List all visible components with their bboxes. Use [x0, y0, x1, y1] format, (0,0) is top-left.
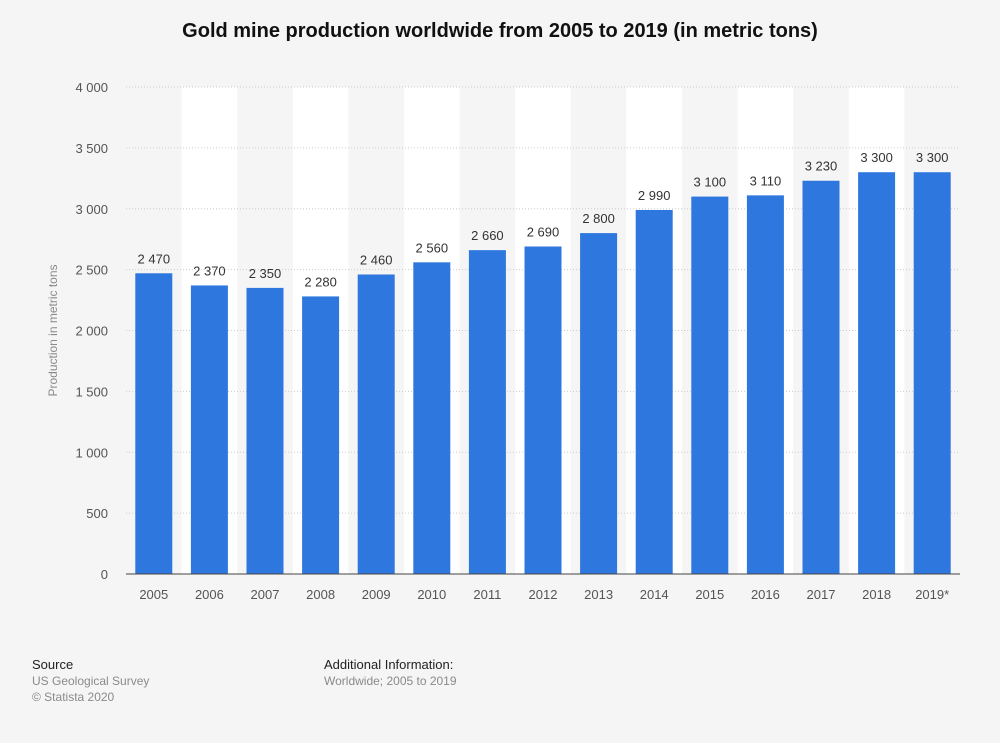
data-label: 3 230: [805, 159, 838, 174]
data-label: 2 690: [527, 224, 560, 239]
copyright: © Statista 2020: [32, 690, 115, 704]
data-label: 2 470: [138, 251, 171, 266]
data-label: 2 990: [638, 188, 671, 203]
bars: [135, 172, 951, 575]
source-name: US Geological Survey: [32, 674, 150, 688]
x-axis-ticks: 2005 2006 2007 2008 2009 2010 2011 2012 2013 2014…: [139, 587, 949, 602]
additional-info-heading: Additional Information:: [324, 657, 454, 672]
y-tick-label: 3 500: [75, 141, 108, 156]
data-label: 2 800: [582, 211, 615, 226]
x-tick-label: 2016: [751, 587, 780, 602]
x-tick-label: 2012: [529, 587, 558, 602]
y-tick-label: 2 000: [75, 324, 108, 339]
x-tick-label: 2005: [139, 587, 168, 602]
y-tick-label: 4 000: [75, 80, 108, 95]
x-tick-label: 2019*: [915, 587, 949, 602]
x-tick-label: 2015: [695, 587, 724, 602]
x-tick-label: 2007: [251, 587, 280, 602]
x-tick-label: 2008: [306, 587, 335, 602]
chart-title: Gold mine production worldwide from 2005…: [182, 20, 818, 42]
x-tick-label: 2013: [584, 587, 613, 602]
bar[interactable]: [357, 274, 395, 574]
y-tick-label: 500: [86, 506, 108, 521]
source-block: Source US Geological Survey © Statista 2…: [32, 657, 149, 705]
y-tick-label: 2 500: [75, 263, 108, 278]
data-label: 2 370: [193, 263, 226, 278]
y-tick-label: 1 000: [75, 445, 108, 460]
y-tick-label: 0: [101, 567, 108, 582]
data-label: 2 460: [360, 252, 393, 267]
bar[interactable]: [746, 195, 784, 575]
source-heading: Source: [32, 657, 74, 672]
bar[interactable]: [468, 250, 506, 574]
x-tick-label: 2010: [417, 587, 446, 602]
y-tick-label: 1 500: [75, 384, 108, 399]
data-label: 2 280: [304, 274, 337, 289]
bar-chart: 2 470 2 370 2 350 2 280 2 460 2 560 2 660 2 690…: [46, 80, 960, 602]
y-tick-label: 3 000: [75, 202, 108, 217]
data-label: 3 100: [694, 175, 727, 190]
bar[interactable]: [802, 180, 840, 574]
bar[interactable]: [524, 246, 562, 574]
data-label: 3 110: [750, 173, 782, 188]
bar[interactable]: [302, 296, 340, 574]
bar[interactable]: [135, 273, 173, 574]
data-label: 3 300: [916, 150, 949, 165]
data-label: 3 300: [860, 150, 893, 165]
x-tick-label: 2011: [473, 587, 501, 602]
bar[interactable]: [635, 209, 673, 574]
y-axis-label: Production in metric tons: [46, 264, 60, 396]
x-tick-label: 2014: [640, 587, 669, 602]
y-axis-ticks: 0 500 1 000 1 500 2 000 2 500 3 000 3 500 4 000: [75, 80, 108, 582]
data-label: 2 560: [416, 240, 449, 255]
bar[interactable]: [691, 196, 729, 574]
additional-info-block: Additional Information: Worldwide; 2005 …: [324, 657, 457, 689]
data-labels: 2 470 2 370 2 350 2 280 2 460 2 560 2 660 2 690…: [138, 150, 949, 289]
bar[interactable]: [413, 262, 451, 574]
x-tick-label: 2018: [862, 587, 891, 602]
x-tick-label: 2006: [195, 587, 224, 602]
bar[interactable]: [190, 285, 228, 574]
x-tick-label: 2009: [362, 587, 391, 602]
bar[interactable]: [246, 287, 284, 574]
data-label: 2 660: [471, 228, 504, 243]
data-label: 2 350: [249, 266, 282, 281]
bar[interactable]: [580, 233, 618, 574]
additional-info-text: Worldwide; 2005 to 2019: [324, 674, 457, 688]
x-tick-label: 2017: [807, 587, 836, 602]
bar[interactable]: [858, 172, 896, 574]
bar[interactable]: [913, 172, 951, 574]
